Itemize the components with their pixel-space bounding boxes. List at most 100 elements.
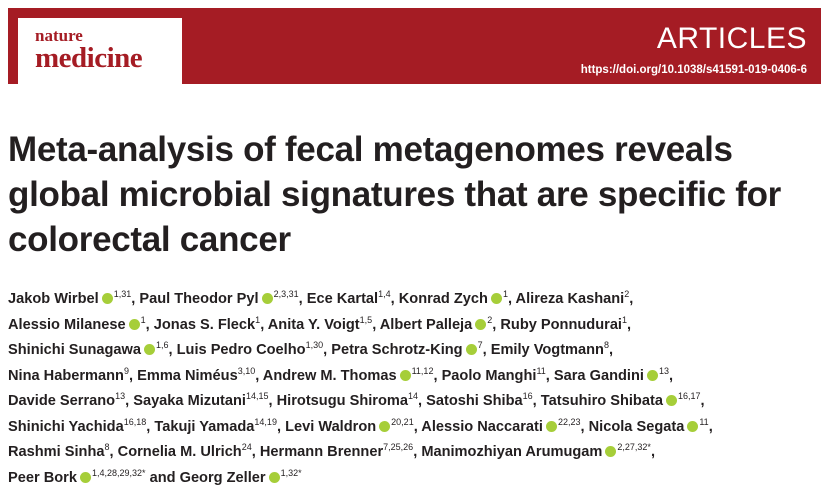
affiliation: 24 [241,442,252,452]
title-line: colorectal cancer [8,220,291,259]
section-label: ARTICLES [656,22,807,55]
orcid-icon [545,420,557,432]
orcid-icon [268,471,280,483]
doi-link[interactable]: https://doi.org/10.1038/s41591-019-0406-… [580,64,807,76]
orcid-icon [261,293,273,304]
affiliation: 1,4 [378,289,391,299]
affiliation: 1,30 [305,340,324,350]
journal-small: nature [35,26,83,45]
affiliation: 14,15 [245,391,269,401]
separator: , [255,367,260,384]
separator: , [492,316,497,333]
affiliation: 16,17 [677,391,701,401]
conjunction: and [149,469,176,486]
affiliation: 9 [123,365,129,376]
affiliation: 13 [658,365,669,376]
author-name: Jakob Wirbel [8,291,99,307]
separator: , [145,316,150,333]
orcid-icon [687,420,699,432]
affiliation: 1,32* [280,467,302,478]
author-line: Alessio Milanese 1, Jonas S. Fleck1, Anit… [8,315,631,333]
separator: , [668,367,674,384]
separator: , [298,291,303,307]
author-name: Levi Waldron [285,418,377,435]
author-name: Paolo Manghi [441,367,537,384]
affiliation: 14,19 [254,416,277,427]
affiliation: 3,10 [237,365,256,376]
separator: , [650,444,655,460]
journal-logo: nature medicine [18,18,182,90]
separator: , [390,291,395,307]
separator: , [418,393,423,409]
separator: , [580,418,585,435]
author-name: Ece Kartal [306,291,379,307]
author-name: Anita Y. Voigt [267,316,360,333]
separator: , [323,342,328,358]
author-line: Shinichi Sunagawa 1,6, Luis Pedro Coelho1… [8,340,613,358]
author-name: Andrew M. Thomas [262,367,397,384]
author-name: Albert Palleja [379,316,473,333]
separator: , [413,418,418,435]
affiliation: 11,12 [411,365,434,376]
separator: , [109,444,114,460]
separator: , [260,316,265,333]
author-name: Hermann Brenner [259,444,384,460]
journal-large: medicine [35,42,143,74]
affiliation: 1,6 [156,340,169,350]
affiliation: 8 [104,442,110,452]
affiliation: 20,21 [391,416,414,427]
author-name: Peer Bork [8,469,77,486]
affiliation: 7,25,26 [383,442,414,452]
author-name: Emma Niméus [137,367,238,384]
affiliation: 8 [603,340,609,350]
affiliation: 2 [487,314,493,325]
separator: , [708,418,713,435]
author-name: Cornelia M. Ulrich [117,444,242,460]
author-name: Paul Theodor Pyl [139,291,259,307]
author-line: Davide Serrano13, Sayaka Mizutani14,15, … [8,391,705,409]
orcid-icon [605,446,617,457]
orcid-icon [490,293,502,304]
author-name: Manimozhiyan Arumugam [421,444,603,460]
author-line: Shinichi Yachida16,18, Takuji Yamada14,1… [8,417,713,435]
affiliation: 16,18 [123,416,147,427]
affiliation: 1 [502,289,508,299]
author-name: Shinichi Sunagawa [8,342,141,358]
title-line: Meta-analysis of fecal metagenomes revea… [8,130,733,169]
affiliation: 1 [255,314,261,325]
affiliation: 14 [407,391,418,401]
author-name: Tatsuhiro Shibata [540,393,663,409]
orcid-icon [399,369,411,381]
affiliation: 2,27,32* [617,442,651,452]
separator: , [268,393,273,409]
orcid-icon [128,318,140,330]
author-line: Peer Bork 1,4,28,29,32* and Georg Zeller 1… [8,468,302,486]
separator: , [507,291,513,307]
orcid-icon [79,471,91,483]
separator: , [413,444,418,460]
orcid-icon [379,420,391,432]
affiliation: 2,3,31 [273,289,299,299]
affiliation: 1,4,28,29,32* [91,467,146,478]
affiliation: 11 [699,416,709,427]
separator: , [545,367,550,384]
author-name: Georg Zeller [179,469,266,486]
affiliation: 1 [140,314,146,325]
author-name: Konrad Zych [398,291,488,307]
author-name: Nina Habermann [8,367,124,384]
affiliation: 13 [115,391,126,401]
separator: , [372,316,377,333]
author-line: Nina Habermann9, Emma Niméus3,10, Andrew… [8,366,673,384]
separator: , [131,291,136,307]
affiliation: 2 [624,289,630,299]
separator: , [146,418,151,435]
author-name: Hirotsugu Shiroma [276,393,408,409]
affiliation: 22,23 [557,416,581,427]
separator: , [700,393,705,409]
separator: , [629,291,634,307]
author-name: Jonas S. Fleck [153,316,256,333]
author-name: Davide Serrano [8,393,116,409]
separator: , [125,393,130,409]
separator: , [276,418,282,435]
